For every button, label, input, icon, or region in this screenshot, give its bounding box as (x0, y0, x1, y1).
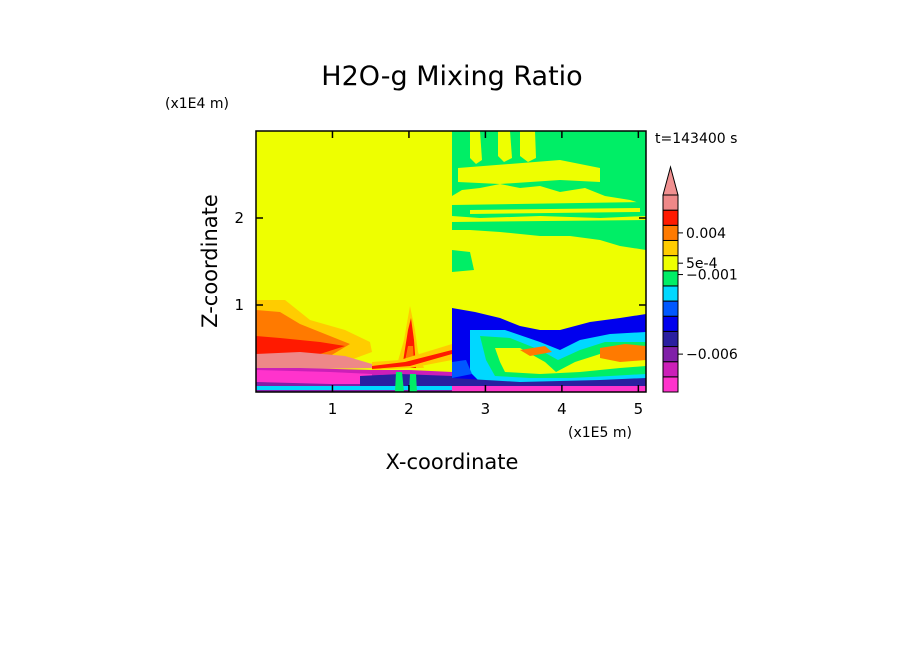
colorbar: 0.004 5e-4−0.001 −0.006 (662, 165, 738, 393)
field-pink-surface (452, 386, 646, 392)
colorbar-swatch (662, 300, 679, 317)
colorbar-swatch (662, 285, 679, 302)
y-tick-label: 1 (234, 296, 244, 314)
field-blue-step-corner (452, 360, 472, 378)
colorbar-swatch (662, 376, 679, 393)
colorbar-swatch (662, 239, 679, 257)
field-pink-low-left (256, 352, 372, 370)
colorbar-swatch (662, 361, 679, 378)
colorbar-label: −0.001 (686, 268, 738, 284)
plot-frame (255, 130, 647, 393)
field-step-strip-red (372, 350, 452, 369)
colorbar-swatch (662, 224, 679, 241)
x-axis-label: X-coordinate (386, 450, 519, 474)
field-yellow-stripe (470, 208, 640, 214)
field-orange-lobe (600, 344, 646, 362)
field-green-column-2 (409, 374, 417, 392)
chart-title: H2O-g Mixing Ratio (321, 61, 582, 92)
x-tick-label: 2 (404, 400, 414, 418)
y-unit-label: (x1E4 m) (165, 96, 229, 112)
x-tick-label: 3 (481, 400, 491, 418)
x-unit-label: (x1E5 m) (568, 425, 632, 441)
time-label: t=143400 s (655, 131, 737, 147)
field-yellow-pillar-3 (520, 131, 536, 162)
colorbar-swatch (662, 209, 679, 226)
field-yellow-band (458, 160, 600, 184)
colorbar-swatch (662, 270, 679, 287)
colorbar-extend-arrow (662, 165, 679, 196)
field-orange-streak (520, 346, 552, 356)
axis-ticks: 1 2 3 4 5 1 2 (234, 131, 646, 418)
colorbar-swatch (662, 346, 679, 363)
field-magenta-bright (256, 370, 372, 384)
x-tick-label: 4 (557, 400, 567, 418)
colorbar-swatch (662, 255, 679, 272)
y-tick-label: 2 (234, 209, 244, 227)
colorbar-label: −0.006 (686, 347, 738, 363)
field-yellow-pillar-2 (498, 131, 512, 162)
field-green-small (452, 250, 474, 272)
field-warm-core (256, 336, 345, 356)
x-tick-label: 5 (634, 400, 644, 418)
colorbar-label: 5e-4 (686, 256, 718, 272)
colorbar-label: 0.004 (686, 226, 726, 242)
plot-area (256, 131, 646, 392)
y-axis-label: Z-coordinate (198, 194, 222, 328)
x-tick-label: 1 (328, 400, 338, 418)
colorbar-swatch (662, 330, 679, 348)
colorbar-swatch (662, 194, 679, 211)
field-cyan-surface (256, 386, 452, 390)
field-yellow-pillar-1 (470, 131, 482, 164)
field-green-lower-band (452, 220, 646, 250)
field-dark-blue-low-left (360, 374, 452, 388)
field-green-column (395, 372, 404, 392)
colorbar-swatch (662, 315, 679, 332)
field-step-strip (372, 344, 452, 370)
